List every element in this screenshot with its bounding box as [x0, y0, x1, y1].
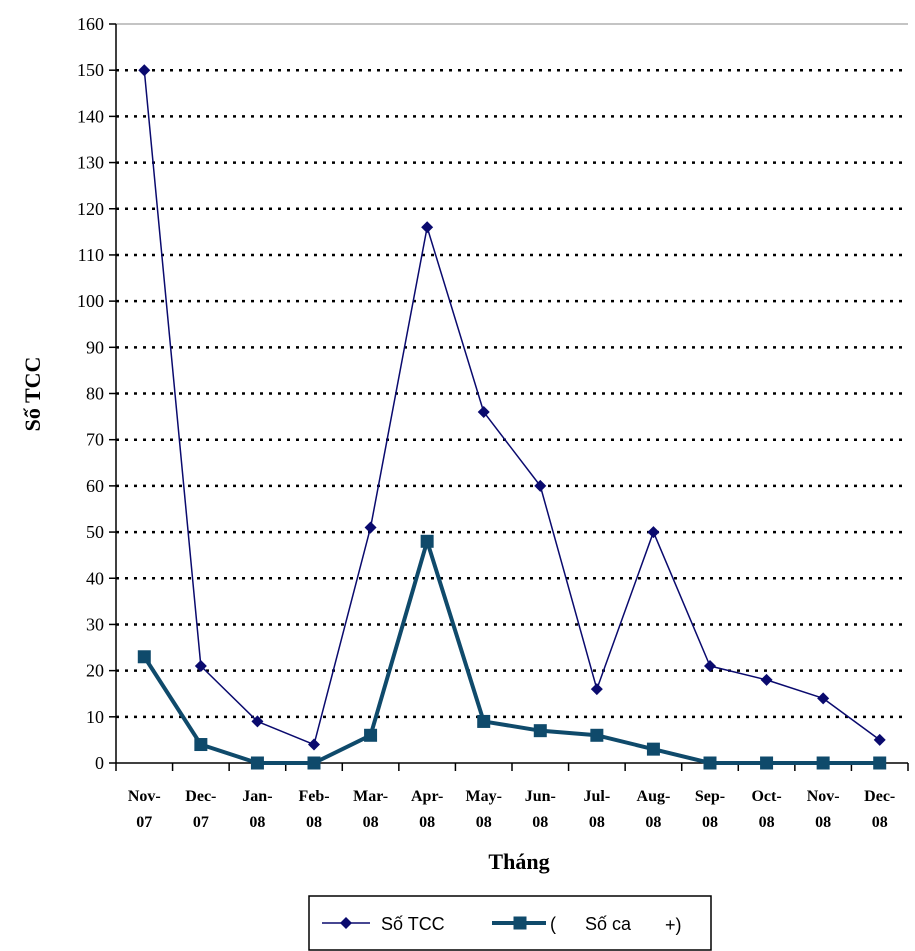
data-point — [534, 479, 547, 492]
data-point — [308, 738, 320, 751]
y-tick-label: 100 — [77, 291, 104, 311]
x-tick-label: 08 — [532, 814, 548, 831]
x-tick-label: 08 — [306, 814, 322, 831]
x-tick-label: 08 — [645, 814, 661, 831]
y-tick-label: 150 — [77, 60, 104, 80]
grid-lines — [116, 23, 908, 719]
y-tick-label: 160 — [77, 14, 104, 34]
x-tick-label: 08 — [589, 814, 605, 831]
data-point — [703, 756, 717, 770]
data-point — [420, 534, 434, 548]
series-so-tcc — [138, 64, 886, 751]
x-tick-label: Jul- — [584, 788, 611, 805]
data-point — [477, 405, 490, 418]
legend-glyph: +) — [665, 915, 682, 935]
data-point — [307, 756, 321, 770]
y-tick-label: 60 — [86, 476, 104, 496]
x-tick-label: Dec- — [185, 788, 216, 805]
x-tick-label: 08 — [363, 814, 379, 831]
data-point — [760, 673, 773, 686]
data-point — [590, 683, 603, 696]
x-tick-label: 08 — [249, 814, 265, 831]
data-point — [646, 742, 660, 756]
x-axis-title: Tháng — [488, 849, 549, 874]
y-tick-label: 10 — [86, 707, 104, 727]
data-point — [816, 756, 830, 770]
y-tick-label: 90 — [86, 337, 104, 357]
x-tick-label: Apr- — [411, 788, 443, 805]
x-tick-label: 07 — [193, 814, 209, 831]
series-so-ca — [137, 534, 887, 770]
x-tick-label: 08 — [419, 814, 435, 831]
data-point — [647, 526, 660, 539]
x-tick-label: Dec- — [864, 788, 895, 805]
x-tick-label: 08 — [872, 814, 888, 831]
x-tick-label: 08 — [702, 814, 718, 831]
x-tick-label: May- — [465, 788, 501, 805]
data-point — [251, 715, 264, 728]
data-point — [590, 728, 604, 742]
y-tick-label: 70 — [86, 430, 104, 450]
y-tick-label: 80 — [86, 384, 104, 404]
data-point — [873, 733, 886, 746]
series-line — [143, 70, 881, 746]
x-tick-label: Nov- — [807, 788, 840, 805]
legend-marker-so-ca — [513, 916, 527, 930]
data-point — [194, 660, 207, 673]
legend-label-so-ca: Số ca — [585, 914, 632, 934]
y-axis-ticks: 0 10 20 30 40 50 60 70 80 90 100 110 120 130 140 150 160 — [77, 14, 104, 773]
legend-label-so-tcc: Số TCC — [381, 914, 445, 934]
x-axis-ticks: Nov- 07 Dec- 07 Jan- 08 Feb- 08 Mar- 08 Apr- 08 May-… — [128, 788, 895, 831]
data-point — [873, 756, 887, 770]
y-tick-label: 110 — [78, 245, 104, 265]
x-tick-label: Jun- — [525, 788, 556, 805]
y-tick-label: 30 — [86, 614, 104, 634]
y-tick-label: 120 — [77, 199, 104, 219]
x-tick-label: 08 — [476, 814, 492, 831]
x-tick-label: 08 — [815, 814, 831, 831]
x-tick-label: Nov- — [128, 788, 161, 805]
series-lines — [137, 64, 887, 770]
x-tick-label: Sep- — [695, 788, 725, 805]
data-point — [704, 660, 716, 673]
data-point — [817, 692, 830, 705]
y-tick-label: 130 — [77, 153, 104, 173]
legend-glyph: ( — [550, 914, 556, 934]
y-tick-label: 140 — [77, 106, 104, 126]
axes — [109, 23, 909, 771]
data-point — [137, 650, 151, 664]
x-tick-label: Feb- — [298, 788, 329, 805]
y-tick-label: 50 — [86, 522, 104, 542]
x-tick-label: 07 — [136, 814, 152, 831]
data-point — [250, 756, 264, 770]
data-point — [194, 738, 208, 752]
x-tick-label: Aug- — [637, 788, 671, 805]
data-point — [364, 728, 378, 742]
data-point — [533, 724, 547, 738]
x-tick-label: Jan- — [242, 788, 272, 805]
data-point — [760, 756, 774, 770]
data-point — [138, 64, 151, 77]
legend: Số TCC ( Số ca +) — [308, 895, 712, 951]
data-point — [421, 221, 434, 234]
legend-marker-so-tcc — [340, 917, 352, 929]
series-line — [142, 539, 880, 765]
x-tick-label: Oct- — [751, 788, 781, 805]
data-point — [477, 714, 491, 728]
data-point — [364, 521, 377, 534]
x-tick-label: 08 — [759, 814, 775, 831]
y-tick-label: 40 — [86, 568, 104, 588]
y-tick-label: 20 — [86, 661, 104, 681]
x-tick-label: Mar- — [353, 788, 388, 805]
y-tick-label: 0 — [95, 753, 104, 773]
y-axis-title: Số TCC — [20, 357, 45, 432]
